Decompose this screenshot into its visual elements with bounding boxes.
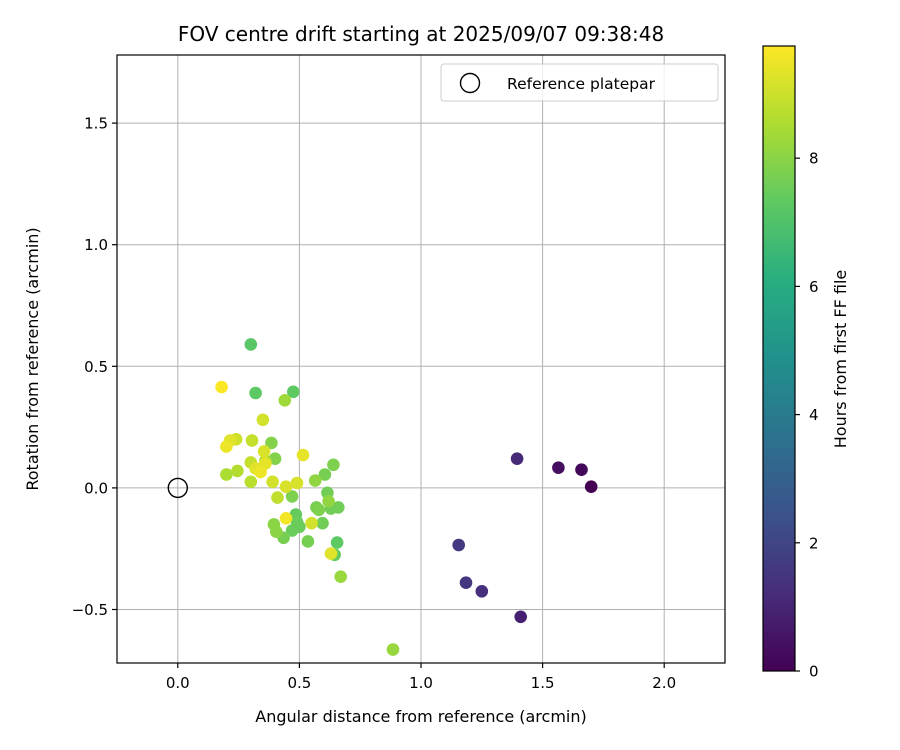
data-point	[256, 413, 270, 427]
x-tick-label: 0.0	[166, 674, 190, 692]
legend-box	[440, 63, 719, 102]
colorbar-tick-label: 4	[809, 406, 819, 424]
data-point	[575, 463, 588, 477]
colorbar-ticks: 0 2 4 6 8	[795, 150, 819, 681]
x-tick-label: 0.5	[287, 674, 311, 692]
data-point	[285, 490, 299, 503]
x-axis-label: Angular distance from reference (arcmin)	[255, 707, 586, 726]
data-point	[324, 547, 338, 560]
y-tick-label: 0.5	[84, 358, 108, 376]
data-point	[220, 440, 233, 453]
data-point	[257, 445, 271, 458]
data-point	[386, 643, 400, 656]
colorbar-frame	[762, 45, 796, 672]
data-point	[332, 501, 345, 514]
colorbar-gradient	[763, 46, 795, 671]
data-point	[265, 436, 278, 450]
data-point	[459, 576, 473, 589]
y-tick-label: 0.0	[84, 479, 108, 497]
data-point	[254, 465, 267, 479]
data-point	[327, 458, 340, 472]
data-point	[244, 475, 258, 489]
y-tick-label: 1.0	[84, 236, 108, 254]
data-point	[279, 512, 293, 525]
colorbar-tick-label: 2	[809, 534, 819, 552]
legend: Reference platepar	[440, 63, 719, 102]
y-axis-label: Rotation from reference (arcmin)	[23, 227, 42, 490]
data-point	[452, 538, 466, 552]
x-tick-label: 1.0	[409, 674, 433, 692]
data-point	[287, 385, 300, 399]
x-tick-label: 2.0	[652, 674, 676, 692]
data-point	[215, 380, 228, 394]
colorbar-label: Hours from first FF file	[831, 270, 850, 449]
data-point	[278, 394, 292, 407]
data-point	[305, 516, 318, 530]
data-point	[279, 480, 293, 494]
data-point	[266, 475, 279, 489]
data-point	[312, 503, 326, 517]
colorbar: 0 2 4 6 8 Hours from first FF file	[762, 45, 850, 681]
data-point	[231, 464, 244, 478]
data-point	[301, 535, 315, 548]
y-axis-ticks: −0.5 0.0 0.5 1.0 1.5	[72, 115, 117, 619]
chart-title: FOV centre drift starting at 2025/09/07 …	[178, 22, 664, 46]
colorbar-tick-label: 8	[809, 150, 819, 168]
colorbar-tick-label: 6	[809, 278, 819, 296]
data-point	[308, 474, 322, 487]
data-point	[268, 452, 282, 466]
y-tick-label: −0.5	[72, 601, 108, 619]
legend-marker-circle	[459, 72, 481, 94]
data-point	[285, 524, 299, 537]
data-point	[334, 570, 348, 583]
reference-platepar-marker	[167, 477, 189, 499]
data-point	[318, 468, 332, 481]
data-point	[322, 495, 335, 508]
data-point	[290, 476, 304, 490]
data-point	[584, 480, 598, 494]
x-axis-ticks: 0.0 0.5 1.0 1.5 2.0	[166, 663, 676, 692]
colorbar-tick-label: 0	[809, 663, 819, 681]
data-point	[296, 448, 310, 462]
data-point	[475, 585, 489, 598]
data-point	[220, 468, 233, 481]
x-tick-label: 1.5	[531, 674, 555, 692]
data-point	[514, 610, 527, 624]
data-point	[244, 338, 258, 351]
y-tick-label: 1.5	[84, 115, 108, 133]
data-point	[330, 536, 344, 549]
legend-label: Reference platepar	[507, 75, 656, 93]
data-point	[249, 386, 262, 400]
data-point	[316, 516, 329, 530]
data-point	[271, 491, 284, 504]
data-points	[215, 338, 598, 656]
grid-lines	[117, 55, 725, 663]
data-point	[552, 461, 565, 475]
data-point	[245, 434, 259, 447]
reference-marker-layer	[167, 477, 189, 499]
data-point	[267, 518, 281, 531]
data-point	[510, 452, 524, 466]
